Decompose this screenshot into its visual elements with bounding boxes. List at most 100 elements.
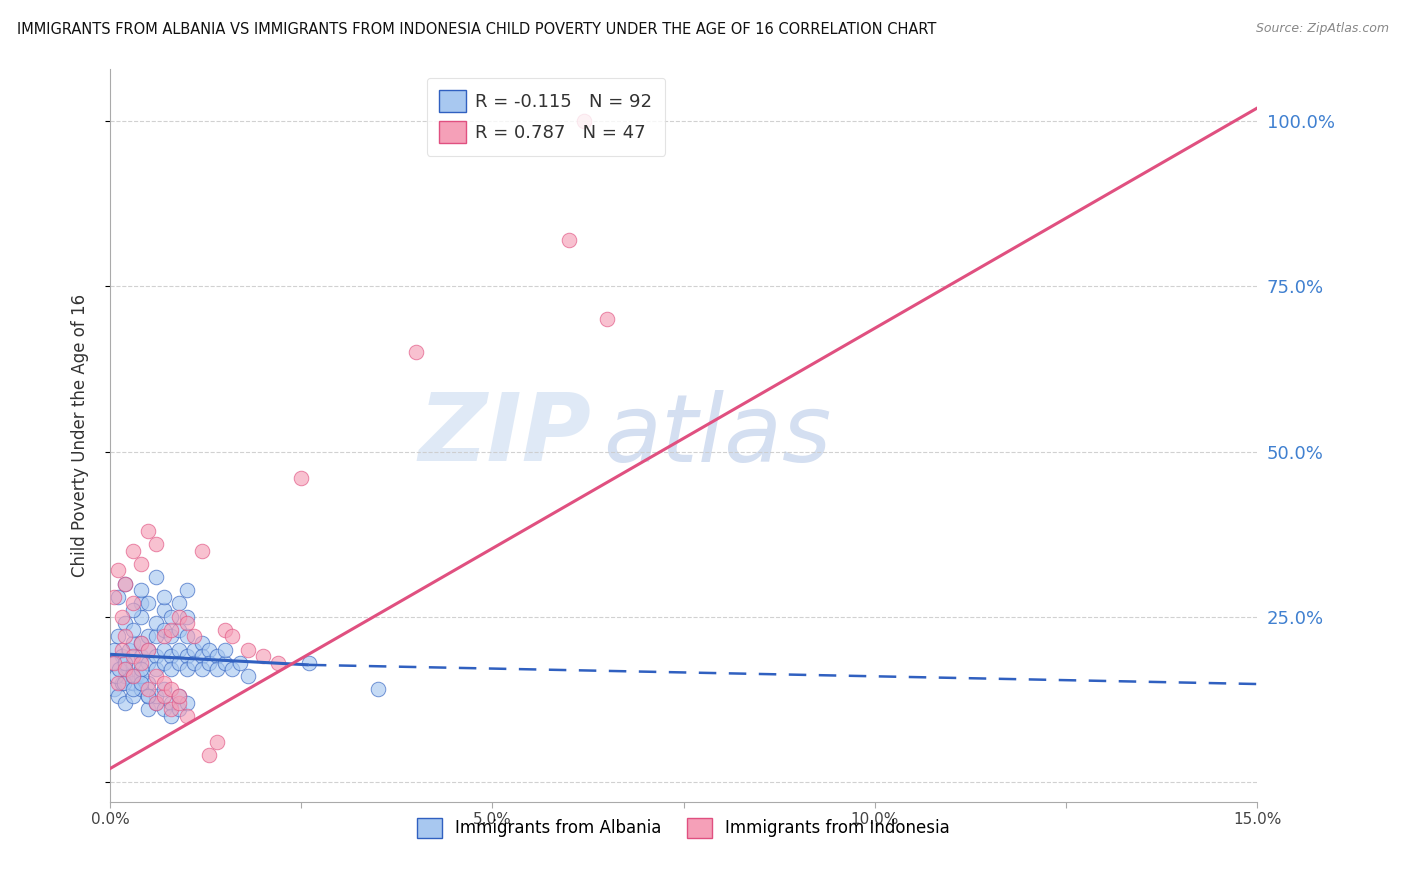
Point (129, 636, 152, 650)
Point (129, 649, 152, 664)
Point (103, 682, 125, 697)
Point (198, 748, 221, 763)
Point (214, 642, 236, 657)
Point (129, 557, 152, 571)
Point (107, 675, 129, 690)
Point (236, 642, 259, 657)
Point (152, 603, 174, 617)
Point (152, 642, 174, 657)
Point (176, 649, 198, 664)
Point (152, 630, 174, 644)
Point (205, 735, 228, 749)
Point (114, 656, 136, 670)
Point (103, 590, 125, 604)
Point (160, 609, 183, 624)
Point (152, 675, 174, 690)
Point (145, 663, 167, 677)
Point (125, 669, 148, 683)
Point (136, 689, 159, 703)
Y-axis label: Child Poverty Under the Age of 16: Child Poverty Under the Age of 16 (72, 293, 89, 576)
Point (107, 689, 129, 703)
Point (160, 649, 183, 664)
Point (183, 642, 205, 657)
Point (191, 649, 214, 664)
Point (191, 636, 214, 650)
Point (114, 576, 136, 591)
Point (167, 609, 190, 624)
Point (108, 663, 131, 677)
Point (129, 675, 152, 690)
Point (103, 642, 125, 657)
Point (110, 675, 132, 690)
Point (198, 656, 221, 670)
Point (118, 642, 141, 657)
Point (122, 636, 145, 650)
Point (152, 590, 174, 604)
Point (167, 642, 190, 657)
Point (167, 702, 190, 716)
Point (136, 642, 159, 657)
Point (107, 630, 129, 644)
Point (114, 696, 136, 710)
Point (136, 630, 159, 644)
Point (167, 656, 190, 670)
Point (129, 609, 152, 624)
Point (572, 114, 595, 128)
Point (129, 663, 152, 677)
Point (110, 649, 132, 664)
Point (183, 656, 205, 670)
Point (252, 649, 274, 664)
Point (136, 524, 159, 538)
Point (107, 590, 129, 604)
Point (145, 649, 167, 664)
Point (298, 656, 321, 670)
Legend: Immigrants from Albania, Immigrants from Indonesia: Immigrants from Albania, Immigrants from… (411, 811, 956, 845)
Point (136, 675, 159, 690)
Point (122, 603, 145, 617)
Point (129, 636, 152, 650)
Point (160, 708, 183, 723)
Point (183, 630, 205, 644)
Point (114, 630, 136, 644)
Point (114, 576, 136, 591)
Point (160, 623, 183, 637)
Point (145, 696, 167, 710)
Point (176, 630, 198, 644)
Point (167, 696, 190, 710)
Point (136, 656, 159, 670)
Point (152, 682, 174, 697)
Point (145, 689, 167, 703)
Point (114, 663, 136, 677)
Point (145, 696, 167, 710)
Point (160, 696, 183, 710)
Point (145, 669, 167, 683)
Point (167, 689, 190, 703)
Point (191, 663, 214, 677)
Point (167, 689, 190, 703)
Point (367, 682, 389, 697)
Point (122, 623, 145, 637)
Point (122, 675, 145, 690)
Point (205, 649, 228, 664)
Point (105, 669, 128, 683)
Point (176, 696, 198, 710)
Point (129, 656, 152, 670)
Point (122, 656, 145, 670)
Point (145, 570, 167, 584)
Point (160, 630, 183, 644)
Point (112, 675, 135, 690)
Point (229, 656, 252, 670)
Point (214, 656, 236, 670)
Point (110, 609, 132, 624)
Point (176, 616, 198, 631)
Point (136, 689, 159, 703)
Point (122, 689, 145, 703)
Point (103, 656, 125, 670)
Point (129, 669, 152, 683)
Point (405, 345, 427, 359)
Point (167, 597, 190, 611)
Point (167, 623, 190, 637)
Point (122, 669, 145, 683)
Text: IMMIGRANTS FROM ALBANIA VS IMMIGRANTS FROM INDONESIA CHILD POVERTY UNDER THE AGE: IMMIGRANTS FROM ALBANIA VS IMMIGRANTS FR… (17, 22, 936, 37)
Point (136, 682, 159, 697)
